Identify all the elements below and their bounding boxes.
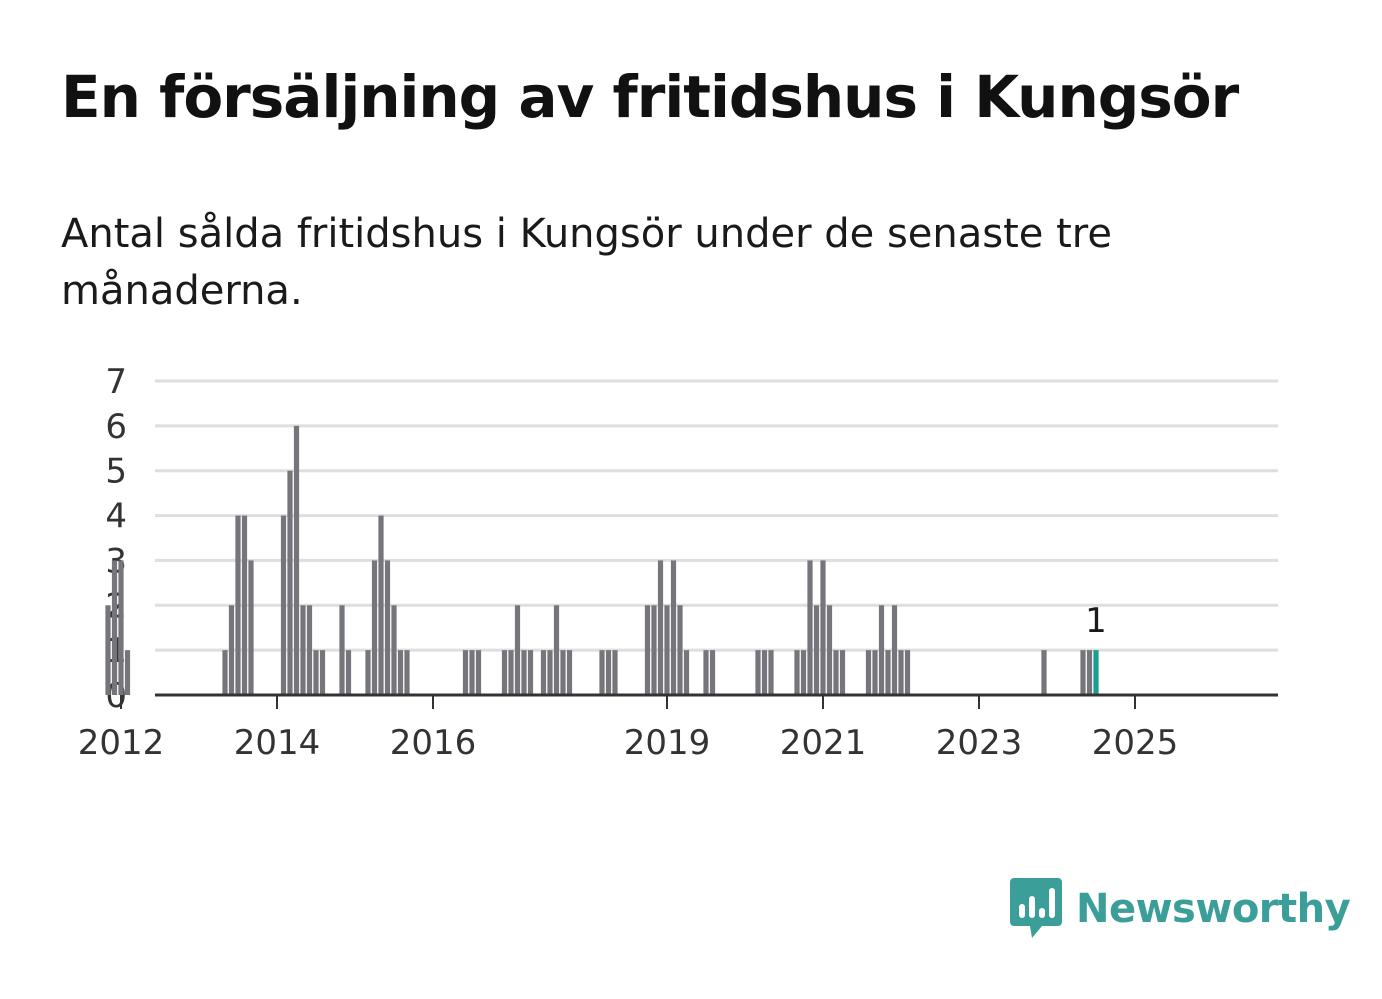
bar <box>300 605 306 695</box>
bar <box>365 650 371 695</box>
bar <box>768 650 774 695</box>
bar <box>475 650 482 695</box>
bar <box>521 650 527 695</box>
x-tick-label: 2014 <box>234 723 321 763</box>
bar <box>124 650 131 695</box>
bar <box>794 650 800 695</box>
bar <box>683 650 690 695</box>
y-tick-label: 7 <box>105 362 127 402</box>
chart-title: En försäljning av fritidshus i Kungsör <box>61 63 1239 131</box>
bar <box>839 650 846 695</box>
bar <box>404 650 410 695</box>
bar <box>378 515 384 695</box>
bar <box>287 470 293 695</box>
bar <box>904 650 911 695</box>
x-tick-label: 2025 <box>1092 723 1179 763</box>
bar <box>826 605 833 695</box>
y-tick-label: 6 <box>105 407 127 447</box>
newsworthy-logo-icon <box>1010 878 1062 938</box>
bar <box>527 650 534 695</box>
bar <box>319 650 326 695</box>
bar <box>501 650 508 695</box>
bar <box>833 650 839 695</box>
bar <box>670 560 677 695</box>
bar <box>560 650 566 695</box>
bar <box>547 650 553 695</box>
bar <box>1080 650 1086 695</box>
bar <box>105 605 111 695</box>
bar <box>222 650 228 695</box>
x-tick-label: 2021 <box>780 723 867 763</box>
bar <box>807 560 813 695</box>
bar <box>709 650 716 695</box>
bar <box>228 605 235 695</box>
x-tick-label: 2023 <box>936 723 1023 763</box>
bar <box>865 650 872 695</box>
bar <box>755 650 761 695</box>
bar <box>677 605 683 695</box>
bar <box>118 560 124 695</box>
bar <box>111 560 118 695</box>
bar <box>241 515 248 695</box>
bar <box>235 515 241 695</box>
bar <box>898 650 904 695</box>
bar <box>612 650 618 695</box>
bar <box>280 515 287 695</box>
bar <box>339 605 345 695</box>
bar <box>891 605 898 695</box>
highlight-bar <box>1093 650 1099 695</box>
bar <box>540 650 547 695</box>
bar <box>391 605 397 695</box>
bar <box>878 605 885 695</box>
newsworthy-logo: Newsworthy <box>1010 878 1351 940</box>
bar <box>553 605 560 695</box>
bar <box>248 560 254 695</box>
brand-name: Newsworthy <box>1076 886 1351 932</box>
bar <box>514 605 521 695</box>
bar <box>397 650 404 695</box>
bar <box>1086 650 1093 695</box>
bar <box>1041 650 1047 695</box>
x-tick-label: 2016 <box>390 723 477 763</box>
bar <box>469 650 475 695</box>
y-tick-label: 5 <box>105 452 127 492</box>
x-tick-label: 2019 <box>624 723 711 763</box>
bar <box>605 650 612 695</box>
bar <box>306 605 313 695</box>
y-tick-label: 4 <box>105 497 127 537</box>
bar <box>885 650 891 695</box>
bar <box>384 560 391 695</box>
bar <box>800 650 807 695</box>
bar <box>566 650 573 695</box>
bar <box>345 650 352 695</box>
bar <box>664 605 670 695</box>
bar <box>657 560 664 695</box>
bar <box>761 650 768 695</box>
bar <box>820 560 826 695</box>
bar <box>313 650 319 695</box>
bar <box>872 650 878 695</box>
bar <box>644 605 651 695</box>
bar <box>703 650 709 695</box>
x-tick-label: 2012 <box>78 723 165 763</box>
bar <box>508 650 514 695</box>
bar <box>599 650 605 695</box>
chart-subtitle: Antal sålda fritidshus i Kungsör under d… <box>61 211 1112 314</box>
bar <box>813 605 820 695</box>
data-label: 1 <box>1085 601 1107 641</box>
bar <box>293 425 300 695</box>
bar <box>371 560 378 695</box>
bar <box>651 605 657 695</box>
bar <box>462 650 469 695</box>
